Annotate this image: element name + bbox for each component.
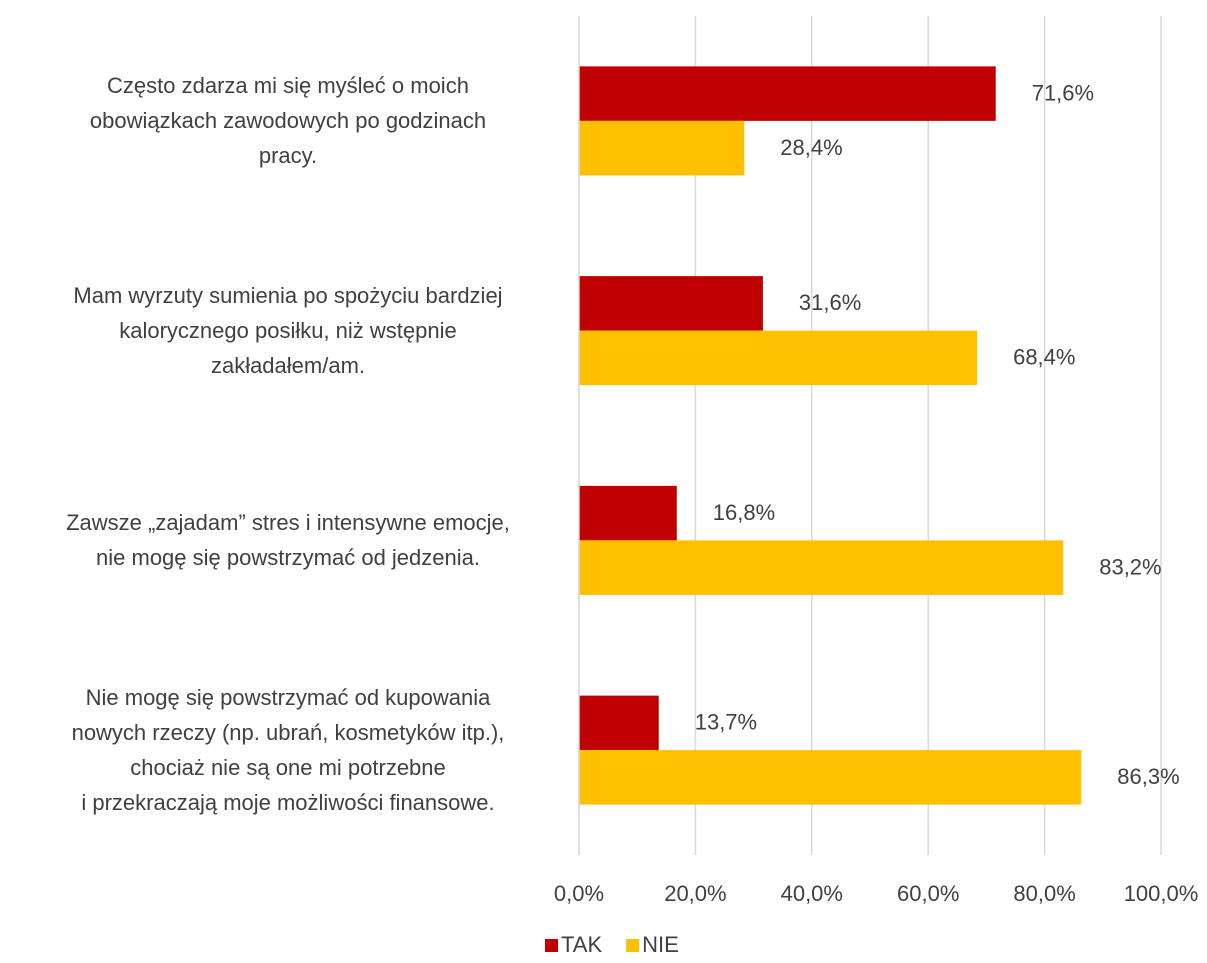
value-label: 16,8% [713, 500, 775, 525]
bar [579, 695, 659, 751]
x-tick-label: 40,0% [781, 881, 843, 906]
category-label: Mam wyrzuty sumienia po spożyciu bardzie… [73, 283, 503, 379]
x-tick-label: 100,0% [1124, 881, 1199, 906]
legend-swatch [545, 939, 558, 952]
x-tick-label: 20,0% [664, 881, 726, 906]
category-label: Często zdarza mi się myśleć o moich obow… [89, 73, 487, 169]
value-label: 83,2% [1099, 554, 1161, 579]
bar [579, 66, 996, 121]
bar [579, 330, 978, 386]
value-label: 31,6% [799, 290, 861, 315]
value-label: 86,3% [1117, 764, 1179, 789]
value-label: 28,4% [780, 135, 842, 160]
legend-label: NIE [642, 932, 679, 957]
x-tick-label: 60,0% [897, 881, 959, 906]
bar [579, 540, 1064, 595]
bar [579, 276, 763, 331]
category-label: Nie mogę się powstrzymać od kupowania no… [71, 685, 505, 816]
bar [579, 485, 677, 541]
category-label: Zawsze „zajadam” stres i intensywne emoc… [66, 510, 510, 571]
x-tick-label: 0,0% [554, 881, 604, 906]
x-tick-label: 80,0% [1013, 881, 1075, 906]
legend-swatch [626, 939, 640, 952]
bar [579, 120, 745, 176]
value-label: 13,7% [695, 710, 757, 735]
legend-label: TAK [561, 932, 602, 957]
value-label: 71,6% [1032, 80, 1094, 105]
bar [579, 750, 1082, 805]
value-label: 68,4% [1013, 345, 1075, 370]
